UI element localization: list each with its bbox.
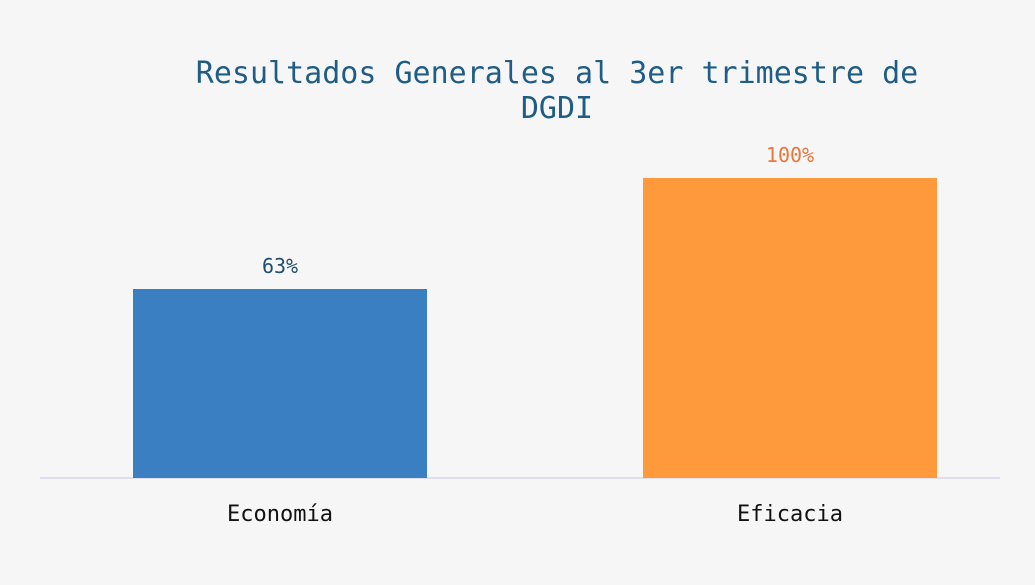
value-label: 100% bbox=[766, 143, 814, 167]
chart-title: Resultados Generales al 3er trimestre de… bbox=[195, 56, 919, 126]
bar bbox=[643, 178, 937, 478]
bar bbox=[133, 289, 427, 478]
x-tick-label: Economía bbox=[227, 502, 333, 527]
value-label: 63% bbox=[262, 254, 298, 278]
x-tick-label: Eficacia bbox=[737, 502, 843, 527]
